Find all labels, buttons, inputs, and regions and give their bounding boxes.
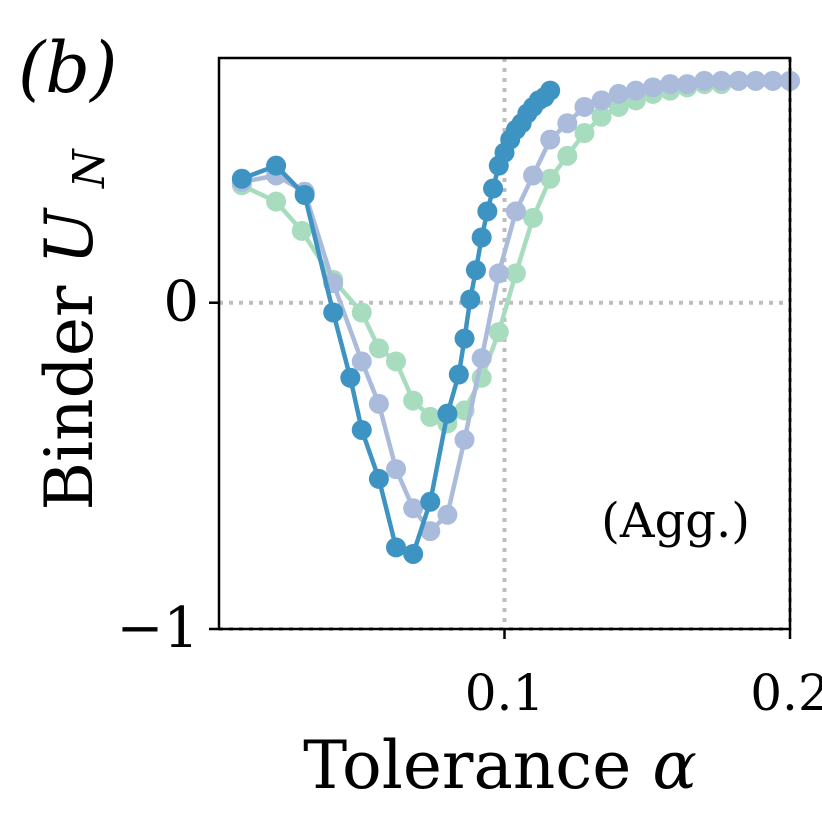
x-tick-label: 0.1 <box>465 664 545 722</box>
series-2-point <box>483 178 504 199</box>
series-1-line <box>241 78 790 534</box>
series-1-point <box>625 80 646 101</box>
series-2-point <box>454 328 475 349</box>
series-0-point <box>351 302 372 323</box>
series-0-point <box>557 145 578 166</box>
series-1 <box>231 70 800 542</box>
series-2-point <box>340 367 361 388</box>
series-1-point <box>420 521 441 542</box>
series-2-point <box>386 537 407 558</box>
series-1-point <box>660 74 681 95</box>
series-2-point <box>294 185 315 206</box>
series-1-point <box>642 77 663 98</box>
series-1-point <box>762 70 783 91</box>
x-tick-label: 0.2 <box>750 664 822 722</box>
series-0-point <box>505 263 526 284</box>
series-2-point <box>448 364 469 385</box>
series-2 <box>231 80 561 564</box>
series-1-point <box>608 83 629 104</box>
y-tick-label: 0 <box>163 270 199 335</box>
series-1-point <box>557 113 578 134</box>
series-0-point <box>523 207 544 228</box>
series-1-point <box>368 393 389 414</box>
series-2-point <box>477 201 498 222</box>
series-2-point <box>471 227 492 248</box>
x-axis-label-symbol: α <box>652 727 697 804</box>
series-1-point <box>591 90 612 111</box>
x-axis-label-text: Tolerance <box>303 727 631 804</box>
series-1-point <box>471 348 492 369</box>
data-series <box>231 70 800 564</box>
y-axis-label-symbol: U <box>31 207 108 265</box>
series-2-point <box>460 289 481 310</box>
x-ticks: 0.1 0.2 <box>465 629 822 722</box>
series-1-point <box>677 74 698 95</box>
series-0-point <box>540 168 561 189</box>
series-0-point <box>386 351 407 372</box>
y-ticks: 0 −1 <box>116 270 219 661</box>
series-1-point <box>505 201 526 222</box>
series-2-point <box>323 302 344 323</box>
series-2-point <box>540 80 561 101</box>
series-1-point <box>540 129 561 150</box>
series-2-point <box>351 419 372 440</box>
series-0-point <box>574 123 595 144</box>
series-1-point <box>403 498 424 519</box>
series-0-point <box>403 390 424 411</box>
series-1-point <box>574 96 595 117</box>
series-1-point <box>454 429 475 450</box>
series-1-point <box>437 504 458 525</box>
y-tick-label: −1 <box>116 596 199 661</box>
series-2-point <box>403 543 424 564</box>
series-0-point <box>488 322 509 343</box>
series-0-point <box>291 220 312 241</box>
annotation-agg: (Agg.) <box>601 493 750 549</box>
series-1-point <box>711 70 732 91</box>
series-2-point <box>420 491 441 512</box>
series-1-point <box>694 70 715 91</box>
x-axis-label: Tolerance α <box>303 727 697 804</box>
series-2-point <box>465 260 486 281</box>
series-0-point <box>420 406 441 427</box>
series-1-point <box>351 351 372 372</box>
series-2-point <box>368 468 389 489</box>
y-axis-label-subscript: N <box>64 148 115 189</box>
series-0-point <box>266 191 287 212</box>
panel-label: (b) <box>18 27 117 109</box>
series-2-point <box>266 155 287 176</box>
y-axis-label: Binder U N <box>31 148 115 511</box>
series-0-point <box>591 106 612 127</box>
series-1-point <box>523 165 544 186</box>
series-1-point <box>488 263 509 284</box>
series-0-point <box>368 338 389 359</box>
series-2-point <box>437 403 458 424</box>
series-1-point <box>386 459 407 480</box>
series-1-point <box>728 70 749 91</box>
series-1-point <box>745 70 766 91</box>
series-2-point <box>231 168 252 189</box>
y-axis-label-text: Binder <box>31 285 108 510</box>
